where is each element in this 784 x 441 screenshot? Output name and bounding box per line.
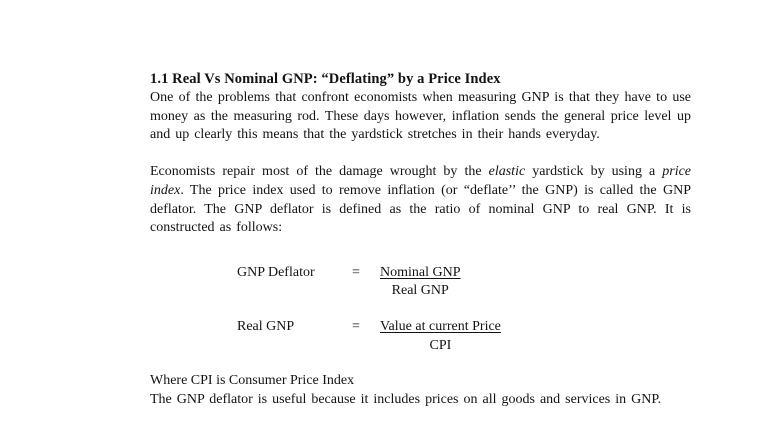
paragraph-closing: The GNP deflator is useful because it in… — [150, 391, 662, 407]
fraction: Nominal GNP Real GNP — [380, 264, 461, 301]
paragraph-measuring-rod: One of the problems that confront econom… — [150, 90, 691, 143]
formula-lhs: GNP Deflator — [237, 264, 315, 280]
cpi-definition-line: Where CPI is Consumer Price Index — [150, 373, 355, 389]
fraction-denominator: CPI — [429, 337, 452, 353]
fraction: Value at current Price CPI — [380, 318, 501, 355]
equals-sign: = — [352, 264, 360, 280]
formula-gnp-deflator: GNP Deflator = Nominal GNP Real GNP — [237, 264, 691, 301]
fraction-numerator: Value at current Price — [380, 318, 501, 334]
section-heading: 1.1 Real Vs Nominal GNP: “Deflating” by … — [150, 71, 501, 87]
fraction-numerator: Nominal GNP — [380, 264, 461, 280]
formula-real-gnp: Real GNP = Value at current Price CPI — [237, 318, 691, 355]
document-content: 1.1 Real Vs Nominal GNP: “Deflating” by … — [150, 70, 691, 409]
fraction-denominator: Real GNP — [391, 283, 449, 299]
paragraph-price-index: Economists repair most of the damage wro… — [150, 164, 692, 236]
equals-sign: = — [352, 318, 360, 334]
formula-block: GNP Deflator = Nominal GNP Real GNP Real… — [150, 264, 691, 355]
formula-lhs: Real GNP — [237, 318, 295, 334]
